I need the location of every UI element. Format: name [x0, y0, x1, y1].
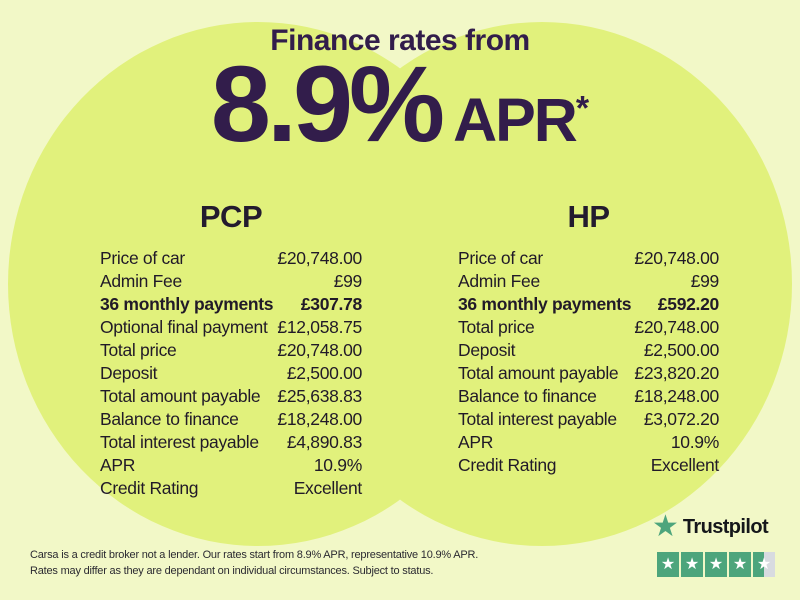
row-value: £18,248.00: [634, 386, 719, 406]
table-row: Total interest payable £4,890.83: [100, 432, 362, 452]
headline-asterisk: *: [575, 89, 590, 128]
table-row: Total price £20,748.00: [100, 340, 362, 360]
trustpilot-brand-text: Trustpilot: [682, 515, 769, 538]
row-value: £20,748.00: [277, 248, 362, 268]
row-value: £12,058.75: [277, 317, 362, 337]
row-value: Excellent: [293, 478, 363, 498]
disclaimer-line-1: Carsa is a credit broker not a lender. O…: [30, 549, 479, 561]
row-label: Balance to finance: [458, 386, 597, 406]
page-title: Finance rates from: [270, 24, 530, 57]
trustpilot-logo: ★ Trustpilot: [652, 510, 769, 543]
table-row: Price of car £20,748.00: [100, 248, 362, 268]
table-row: Total interest payable £3,072.20: [458, 409, 719, 429]
row-label: Price of car: [100, 248, 185, 268]
row-value: £23,820.20: [634, 363, 719, 383]
hp-table: HP Price of car £20,748.00 Admin Fee £99 36 …: [458, 200, 719, 478]
row-value: 10.9%: [313, 455, 362, 475]
row-value: £592.20: [657, 294, 719, 314]
row-value: £20,748.00: [634, 317, 719, 337]
rating-star-box: ★: [729, 552, 751, 577]
row-value: Excellent: [650, 455, 720, 475]
rating-star-icon: ★: [756, 555, 772, 573]
trustpilot-rating-stars: ★ ★ ★ ★ ★: [657, 552, 775, 577]
row-label: Credit Rating: [100, 478, 199, 498]
row-value: £99: [333, 271, 363, 291]
table-row: Credit Rating Excellent: [100, 478, 362, 498]
row-label: Optional final payment: [100, 317, 268, 337]
table-row: APR 10.9%: [458, 432, 719, 452]
table-row: Balance to finance £18,248.00: [458, 386, 719, 406]
row-label: Total amount payable: [458, 363, 619, 383]
table-row: Total price £20,748.00: [458, 317, 719, 337]
pcp-table: PCP Price of car £20,748.00 Admin Fee £99 36…: [100, 200, 362, 501]
row-value: £3,072.20: [643, 409, 719, 429]
pcp-heading: PCP: [199, 199, 263, 234]
table-row: Admin Fee £99: [458, 271, 719, 291]
row-value: £18,248.00: [277, 409, 362, 429]
rating-star-icon: ★: [732, 555, 748, 573]
table-row: Total amount payable £23,820.20: [458, 363, 719, 383]
rating-star-box: ★: [681, 552, 703, 577]
row-value: £99: [690, 271, 720, 291]
rating-star-icon: ★: [660, 555, 676, 573]
table-row: Admin Fee £99: [100, 271, 362, 291]
headline: 8.9% APR*: [0, 50, 800, 170]
table-row: Deposit £2,500.00: [100, 363, 362, 383]
rating-star-box: ★: [705, 552, 727, 577]
row-label: Deposit: [458, 340, 516, 360]
row-label: 36 monthly payments: [100, 294, 274, 314]
table-row: Deposit £2,500.00: [458, 340, 719, 360]
rating-star-icon: ★: [708, 555, 724, 573]
disclaimer-text: Carsa is a credit broker not a lender. O…: [30, 547, 478, 579]
row-value: £307.78: [300, 294, 362, 314]
row-label: Total price: [100, 340, 177, 360]
row-label: Total interest payable: [458, 409, 617, 429]
row-value: £2,500.00: [286, 363, 362, 383]
table-row: Balance to finance £18,248.00: [100, 409, 362, 429]
row-value: 10.9%: [670, 432, 719, 452]
row-label: APR: [458, 432, 494, 452]
row-label: APR: [100, 455, 136, 475]
rating-star-box: ★: [657, 552, 679, 577]
headline-apr-label: APR*: [453, 85, 589, 155]
table-row: 36 monthly payments £307.78: [100, 294, 362, 314]
row-label: Credit Rating: [458, 455, 557, 475]
table-row: Credit Rating Excellent: [458, 455, 719, 475]
row-label: Admin Fee: [458, 271, 540, 291]
row-label: Deposit: [100, 363, 158, 383]
hp-rows: Price of car £20,748.00 Admin Fee £99 36 mon…: [458, 248, 719, 475]
table-row: 36 monthly payments £592.20: [458, 294, 719, 314]
headline-apr-text: APR: [453, 86, 578, 154]
background-circle-right: [292, 22, 792, 546]
row-value: £20,748.00: [634, 248, 719, 268]
trustpilot-star-icon: ★: [652, 510, 679, 543]
table-row: Price of car £20,748.00: [458, 248, 719, 268]
hp-heading: HP: [567, 199, 610, 234]
row-label: Admin Fee: [100, 271, 182, 291]
disclaimer-line-2: Rates may differ as they are dependant o…: [30, 565, 434, 577]
row-label: Total amount payable: [100, 386, 261, 406]
row-label: Balance to finance: [100, 409, 239, 429]
table-row: Total amount payable £25,638.83: [100, 386, 362, 406]
row-value: £4,890.83: [286, 432, 362, 452]
table-row: APR 10.9%: [100, 455, 362, 475]
table-row: Optional final payment £12,058.75: [100, 317, 362, 337]
rating-star-box: ★: [753, 552, 775, 577]
headline-rate-value: 8.9%: [210, 43, 445, 164]
row-label: Total interest payable: [100, 432, 259, 452]
row-value: £25,638.83: [277, 386, 362, 406]
pcp-rows: Price of car £20,748.00 Admin Fee £99 36 mon…: [100, 248, 362, 498]
rating-star-icon: ★: [684, 555, 700, 573]
row-value: £20,748.00: [277, 340, 362, 360]
row-label: Total price: [458, 317, 535, 337]
row-label: 36 monthly payments: [458, 294, 632, 314]
row-label: Price of car: [458, 248, 543, 268]
row-value: £2,500.00: [643, 340, 719, 360]
